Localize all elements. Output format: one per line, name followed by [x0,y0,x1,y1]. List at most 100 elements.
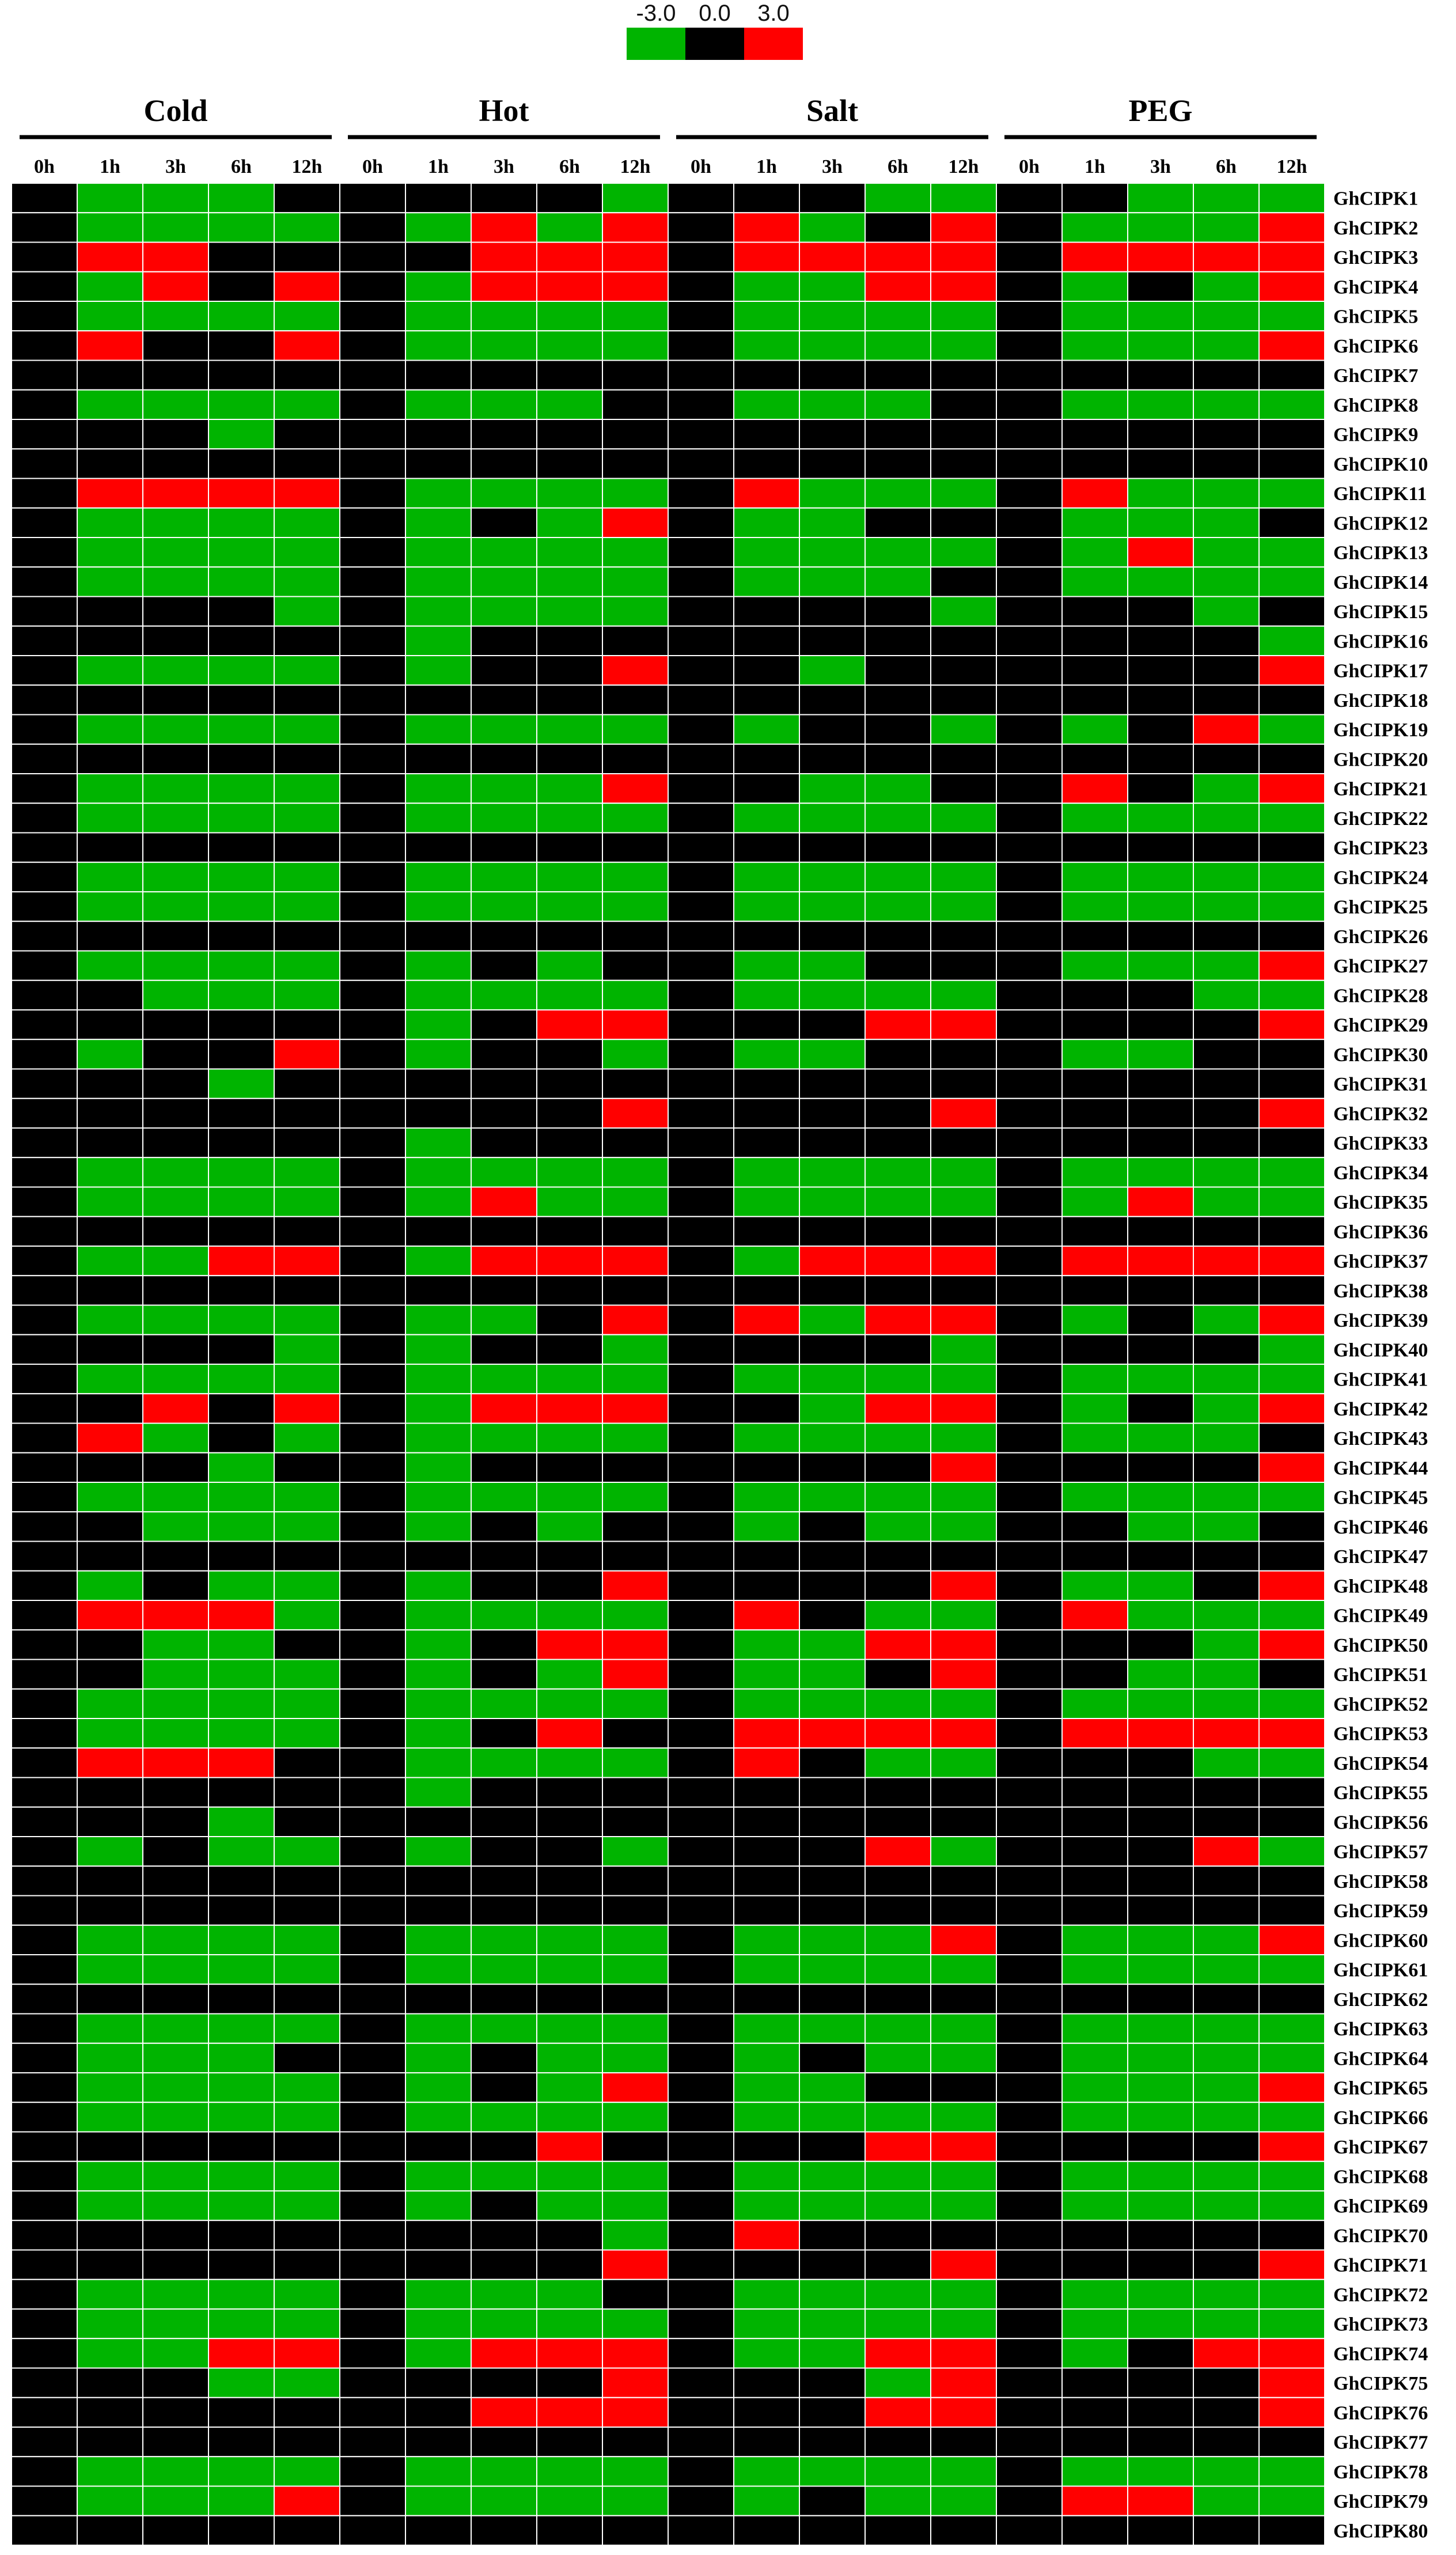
heatmap-cell [1061,2160,1128,2191]
heatmap-cell [208,1216,275,1247]
heatmap-cell [668,1570,734,1601]
heatmap-cell [1061,2278,1128,2310]
gene-label: GhCIPK29 [1333,1015,1428,1036]
heatmap-cell [339,389,406,420]
heatmap-cell [471,1747,537,1778]
heatmap-cell [733,1186,800,1217]
heatmap-cell [142,1068,209,1099]
heatmap-cell [208,2456,275,2487]
heatmap-cell [1258,2308,1325,2340]
heatmap-cell [471,330,537,361]
heatmap-cell [77,1127,143,1159]
heatmap-cell [142,1127,209,1159]
heatmap-cell [536,2042,603,2073]
heatmap-cell [208,2160,275,2191]
heatmap-cell [142,891,209,922]
heatmap-cell [1258,301,1325,332]
heatmap-cell [602,1039,669,1070]
heatmap-cell [1061,832,1128,863]
heatmap-cell [733,507,800,538]
heatmap-cell [1061,478,1128,509]
heatmap-cell [996,1747,1063,1778]
heatmap-cell [77,1039,143,1070]
heatmap-cell [799,596,866,627]
heatmap-cell [405,2515,472,2546]
heatmap-cell [1258,1895,1325,1926]
heatmap-cell [1127,832,1194,863]
heatmap-cell [1258,1186,1325,1217]
heatmap-cell [733,1806,800,1837]
heatmap-cell [1061,1009,1128,1040]
heatmap-cell [536,2131,603,2162]
heatmap-cell [668,2249,734,2280]
heatmap-cell [11,1304,78,1335]
heatmap-cell [1127,684,1194,716]
heatmap-cell [864,1422,931,1453]
heatmap-cell [1258,1275,1325,1306]
heatmap-cell [471,1924,537,1955]
heatmap-cell [733,212,800,243]
heatmap-cell [799,1246,866,1277]
heatmap-cell [864,448,931,479]
heatmap-cell [1061,2102,1128,2133]
heatmap-cell [1127,1718,1194,1749]
heatmap-cell [536,861,603,892]
heatmap-cell [668,596,734,627]
heatmap-cell [733,1127,800,1159]
heatmap-cell [339,803,406,834]
heatmap-cell [996,2485,1063,2516]
heatmap-cell [996,921,1063,952]
heatmap-cell [602,1895,669,1926]
heatmap-cell [142,2220,209,2251]
heatmap-cell [864,271,931,302]
heatmap-cell [536,1068,603,1099]
heatmap-cell [1061,1127,1128,1159]
heatmap-cell [208,1009,275,1040]
heatmap-cell [864,2160,931,2191]
heatmap-cell [996,1216,1063,1247]
heatmap-cell [799,1806,866,1837]
heatmap-cell [274,1984,340,2015]
heatmap-cell [77,1777,143,1808]
heatmap-cell [405,1097,472,1129]
heatmap-cell [274,2427,340,2458]
heatmap-cell [930,1718,997,1749]
heatmap-cell [602,1334,669,1365]
heatmap-cell [274,1777,340,1808]
heatmap-cell [1258,2072,1325,2103]
heatmap-cell [1061,1039,1128,1070]
heatmap-cell [1193,596,1260,627]
heatmap-cell [339,684,406,716]
heatmap-cell [733,1511,800,1542]
heatmap-cell [1193,655,1260,686]
heatmap-cell [1193,448,1260,479]
gene-label: GhCIPK42 [1333,1399,1428,1420]
heatmap-cell [77,2456,143,2487]
heatmap-cell [274,2515,340,2546]
heatmap-cell [536,1393,603,1424]
heatmap-cell [930,389,997,420]
heatmap-cell [602,2220,669,2251]
heatmap-cell [274,2397,340,2428]
heatmap-cell [11,625,78,656]
heatmap-cell [274,1895,340,1926]
heatmap-cell [996,2013,1063,2044]
heatmap-cell [996,1718,1063,1749]
heatmap-cell [142,2160,209,2191]
heatmap-cell [996,2160,1063,2191]
heatmap-cell [405,625,472,656]
gene-label: GhCIPK78 [1333,2462,1428,2483]
heatmap-cell [930,212,997,243]
heatmap-cell [339,2397,406,2428]
heatmap-cell [208,1659,275,1690]
heatmap-cell [1061,359,1128,391]
heatmap-cell [11,1540,78,1572]
heatmap-cell [864,419,931,450]
heatmap-cell [1193,537,1260,568]
heatmap-cell [799,655,866,686]
gene-label: GhCIPK3 [1333,247,1418,268]
heatmap-cell [471,1009,537,1040]
heatmap-cells [11,183,1325,2546]
heatmap-cell [208,1570,275,1601]
heatmap-cell [471,1334,537,1365]
